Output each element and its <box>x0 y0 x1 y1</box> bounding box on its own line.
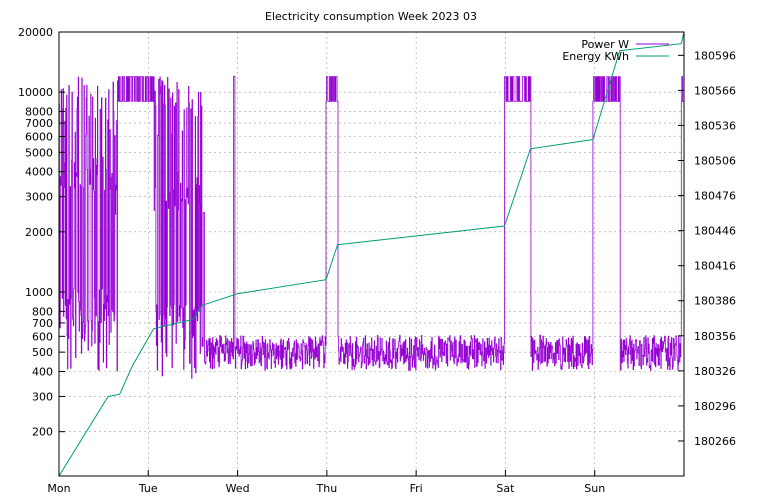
plot-frame <box>58 31 685 477</box>
tick-label-y-right: 180596 <box>694 49 736 62</box>
tick-label-y-left: 300 <box>32 390 53 403</box>
tick-label-y-left: 800 <box>32 305 53 318</box>
tick-label-x: Fri <box>410 482 423 495</box>
tick-label-y-left: 700 <box>32 317 53 330</box>
tick-label-y-right: 180266 <box>694 435 736 448</box>
tick-label-x: Wed <box>226 482 250 495</box>
tick-label-x: Sat <box>496 482 515 495</box>
tick-label-y-right: 180356 <box>694 330 736 343</box>
energy-line <box>58 31 685 477</box>
tick-label-y-left: 1000 <box>25 286 53 299</box>
tick-label-y-left: 7000 <box>25 117 53 130</box>
series-energy <box>58 31 685 477</box>
tick-label-x: Mon <box>47 482 70 495</box>
tick-label-y-left: 2000 <box>25 226 53 239</box>
tick-label-y-right: 180566 <box>694 84 736 97</box>
tick-label-y-right: 180386 <box>694 295 736 308</box>
legend-label: Energy KWh <box>562 50 629 63</box>
tick-label-y-left: 200 <box>32 426 53 439</box>
chart-title: Electricity consumption Week 2023 03 <box>265 10 477 23</box>
series-power <box>59 75 684 379</box>
tick-label-y-left: 600 <box>32 330 53 343</box>
tick-label-y-right: 180326 <box>694 365 736 378</box>
tick-label-y-left: 5000 <box>25 146 53 159</box>
tick-label-x: Tue <box>138 482 158 495</box>
tick-label-y-left: 500 <box>32 346 53 359</box>
tick-label-y-left: 400 <box>32 366 53 379</box>
tick-label-y-left: 20000 <box>18 26 53 39</box>
tick-label-y-left: 8000 <box>25 106 53 119</box>
tick-label-x: Sun <box>584 482 605 495</box>
tick-label-y-right: 180416 <box>694 260 736 273</box>
tick-label-y-right: 180536 <box>694 119 736 132</box>
power-line <box>59 75 684 379</box>
tick-label-y-left: 4000 <box>25 166 53 179</box>
tick-label-y-right: 180476 <box>694 190 736 203</box>
tick-label-y-left: 6000 <box>25 130 53 143</box>
tick-label-y-right: 180506 <box>694 155 736 168</box>
tick-label-y-left: 3000 <box>25 191 53 204</box>
legend-label: Power W <box>581 38 629 51</box>
tick-label-y-right: 180296 <box>694 400 736 413</box>
tick-label-y-left: 10000 <box>18 86 53 99</box>
tick-label-y-right: 180446 <box>694 225 736 238</box>
tick-label-x: Thu <box>316 482 338 495</box>
